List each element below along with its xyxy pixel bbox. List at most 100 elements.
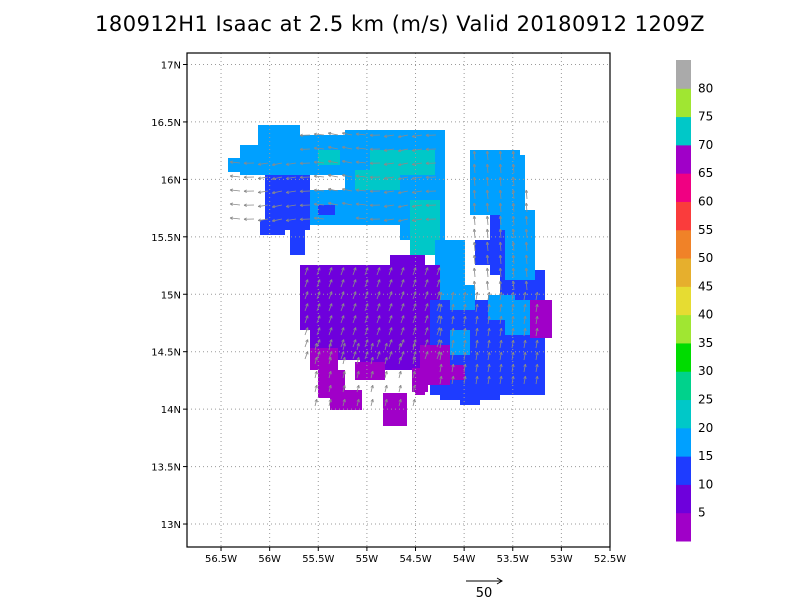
colorbar-label: 5 bbox=[698, 506, 706, 520]
wind-vector bbox=[397, 190, 409, 195]
wind-vector bbox=[342, 384, 346, 393]
wind-vector bbox=[383, 162, 395, 166]
wind-vector bbox=[257, 204, 269, 208]
wind-vector bbox=[511, 254, 516, 265]
wind-vector bbox=[388, 267, 393, 276]
wind-vector bbox=[376, 327, 381, 336]
wind-vector bbox=[425, 203, 437, 207]
colorbar: 5 10 15 20 25 30 35 40 45 50 55 60 65 70 75 80 bbox=[676, 60, 713, 542]
wind-vector bbox=[475, 363, 479, 373]
wind-vector bbox=[340, 315, 345, 324]
chart-title: 180912H1 Isaac at 2.5 km (m/s) Valid 201… bbox=[95, 12, 705, 36]
wind-vector bbox=[370, 370, 374, 379]
wind-vector bbox=[472, 241, 477, 252]
wind-vector bbox=[485, 215, 490, 226]
colorbar-swatch bbox=[676, 173, 691, 202]
wind-vector bbox=[411, 176, 423, 180]
wind-vector bbox=[524, 241, 529, 252]
wind-vector bbox=[485, 176, 490, 187]
wind-vector bbox=[463, 303, 467, 313]
wind-vector bbox=[511, 351, 515, 361]
colorbar-swatch bbox=[676, 314, 691, 344]
wind-vector bbox=[340, 351, 345, 360]
wind-vector bbox=[328, 303, 333, 312]
wind-vector bbox=[463, 327, 467, 337]
wind-vector bbox=[352, 327, 357, 336]
wind-vector bbox=[257, 190, 269, 194]
wind-vector bbox=[498, 163, 503, 174]
wind-field-cell bbox=[415, 380, 425, 395]
wind-vector bbox=[523, 327, 527, 337]
wind-vector bbox=[304, 327, 309, 336]
y-tick-label: 15N bbox=[161, 290, 181, 301]
colorbar-label: 35 bbox=[698, 336, 713, 350]
wind-field-cell bbox=[318, 205, 335, 215]
wind-vector bbox=[229, 202, 241, 206]
wind-vector bbox=[340, 339, 345, 348]
wind-vector bbox=[327, 131, 339, 136]
wind-vector bbox=[271, 162, 283, 167]
wind-field-cell bbox=[450, 330, 470, 355]
wind-vector bbox=[398, 342, 402, 351]
wind-vector bbox=[356, 342, 360, 351]
wind-vector bbox=[524, 267, 529, 278]
colorbar-label: 60 bbox=[698, 194, 713, 208]
wind-vector bbox=[424, 327, 429, 336]
axis-ticks: 56.5W 56W 55.5W 55W 54.5W 54W 53.5W 53W 52.5W 13N… bbox=[151, 60, 626, 565]
wind-vector bbox=[397, 162, 409, 167]
wind-vector bbox=[487, 339, 491, 349]
wind-vector bbox=[412, 303, 417, 312]
wind-vector bbox=[313, 174, 325, 178]
wind-vector bbox=[451, 291, 455, 301]
grid-lines bbox=[187, 53, 611, 547]
wind-vector bbox=[364, 303, 369, 312]
wind-vector bbox=[376, 315, 381, 324]
wind-vector bbox=[383, 148, 395, 152]
colorbar-label: 30 bbox=[698, 364, 713, 378]
wind-vector bbox=[384, 384, 388, 393]
wind-vector bbox=[511, 189, 516, 200]
wind-vector bbox=[384, 398, 388, 407]
wind-vector bbox=[356, 356, 360, 365]
wind-vector bbox=[383, 134, 395, 138]
wind-vector bbox=[364, 267, 369, 276]
wind-vector bbox=[511, 291, 515, 301]
wind-vector bbox=[369, 189, 381, 193]
wind-vector bbox=[316, 267, 321, 276]
wind-vector bbox=[498, 189, 503, 200]
wind-vector bbox=[328, 267, 333, 276]
reference-vector-label: 50 bbox=[476, 586, 493, 600]
plot-frame bbox=[186, 52, 611, 548]
wind-vector bbox=[439, 303, 443, 313]
wind-vector bbox=[451, 327, 455, 337]
wind-vector bbox=[341, 173, 353, 178]
wind-vector bbox=[383, 176, 395, 180]
wind-vector bbox=[535, 327, 539, 337]
colorbar-label: 45 bbox=[698, 279, 713, 293]
colorbar-swatch bbox=[676, 144, 691, 174]
wind-vector bbox=[369, 203, 381, 207]
wind-vector bbox=[271, 218, 283, 223]
wind-vector bbox=[499, 327, 503, 337]
wind-vector bbox=[463, 291, 467, 301]
wind-vector bbox=[511, 303, 515, 313]
wind-vector bbox=[341, 201, 353, 206]
wind-vector bbox=[511, 176, 516, 187]
wind-vector bbox=[257, 176, 269, 180]
wind-vector bbox=[511, 202, 516, 213]
wind-vector bbox=[364, 315, 369, 324]
wind-vector bbox=[535, 375, 539, 385]
wind-vector bbox=[439, 315, 443, 325]
wind-vector bbox=[424, 267, 429, 276]
wind-vector bbox=[499, 291, 503, 301]
wind-vector bbox=[364, 351, 369, 360]
wind-vector bbox=[397, 148, 409, 153]
wind-vector bbox=[425, 175, 437, 179]
colorbar-swatch bbox=[676, 399, 691, 429]
wind-vector bbox=[397, 204, 409, 209]
wind-vector bbox=[498, 176, 503, 187]
wind-vector bbox=[451, 303, 455, 313]
colorbar-swatch bbox=[676, 456, 691, 485]
wind-vector bbox=[523, 363, 527, 373]
wind-vector bbox=[314, 398, 318, 407]
